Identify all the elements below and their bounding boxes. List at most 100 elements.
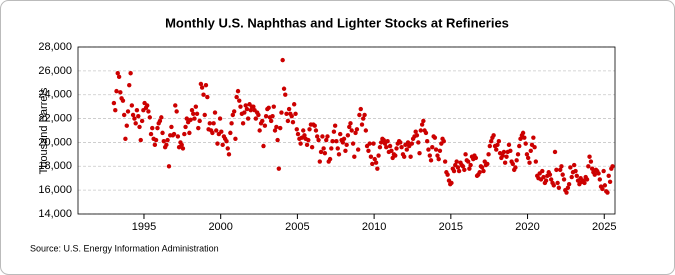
data-point	[136, 113, 141, 119]
data-point	[152, 142, 158, 148]
data-point	[320, 134, 325, 139]
data-point	[398, 140, 403, 145]
data-point	[413, 129, 418, 134]
data-point	[428, 158, 434, 163]
data-point	[574, 173, 579, 179]
data-point	[377, 145, 383, 150]
data-point	[589, 166, 595, 171]
data-point	[313, 128, 319, 133]
data-point	[556, 185, 562, 190]
data-point	[344, 142, 349, 148]
data-point	[587, 154, 592, 159]
data-point	[260, 118, 265, 124]
data-point	[111, 100, 117, 106]
data-point	[210, 130, 215, 136]
data-point	[157, 118, 163, 124]
data-point	[353, 130, 358, 136]
data-point	[338, 131, 343, 137]
data-point	[524, 152, 530, 157]
data-point	[548, 177, 554, 182]
data-point	[376, 153, 381, 158]
data-point	[257, 128, 262, 133]
data-point	[500, 153, 505, 158]
data-point	[418, 128, 423, 133]
data-point	[234, 94, 239, 100]
data-point	[155, 125, 160, 131]
data-point	[301, 128, 306, 133]
data-point	[487, 143, 493, 149]
data-point	[561, 177, 567, 182]
data-point	[229, 121, 234, 126]
data-point	[202, 112, 207, 118]
data-point	[347, 124, 352, 130]
data-point	[363, 128, 369, 133]
data-point	[430, 145, 435, 150]
data-point	[495, 142, 500, 148]
data-point	[266, 105, 271, 111]
data-point	[558, 167, 563, 173]
data-point	[349, 128, 354, 133]
data-point	[566, 181, 572, 187]
data-point	[314, 134, 320, 139]
data-point	[401, 154, 407, 159]
data-point	[304, 142, 310, 148]
data-point	[330, 139, 335, 144]
data-point	[445, 172, 450, 177]
y-tick-label: 28,000	[38, 41, 72, 53]
data-point	[251, 104, 256, 109]
y-axis-label: Thousand Barrels	[38, 87, 50, 174]
data-point	[230, 112, 236, 118]
data-point	[510, 161, 516, 167]
data-point	[442, 159, 448, 164]
data-point	[479, 165, 485, 170]
data-point	[425, 139, 430, 144]
data-point	[387, 143, 393, 149]
y-tick-label: 26,000	[38, 65, 72, 77]
data-point	[274, 124, 279, 130]
data-point	[272, 128, 278, 133]
data-point	[601, 168, 606, 174]
data-point	[408, 154, 413, 159]
data-point	[115, 71, 120, 76]
data-point	[125, 109, 131, 114]
data-point	[174, 109, 179, 114]
data-point	[134, 108, 140, 113]
data-point	[165, 137, 170, 143]
data-point	[426, 147, 431, 152]
data-point	[522, 135, 527, 140]
data-point	[285, 118, 291, 124]
data-point	[120, 98, 126, 103]
data-point	[485, 161, 490, 167]
data-point	[235, 88, 241, 94]
data-point	[187, 130, 192, 136]
data-point	[432, 135, 438, 140]
data-point	[133, 121, 138, 126]
data-point	[215, 141, 220, 146]
data-point	[284, 111, 289, 117]
data-point	[573, 168, 578, 174]
data-point	[496, 139, 502, 144]
data-point	[463, 152, 468, 157]
data-point	[244, 106, 250, 112]
data-point	[462, 167, 467, 173]
data-point	[153, 137, 159, 143]
data-point	[419, 122, 425, 127]
data-point	[293, 111, 298, 117]
data-point	[460, 164, 466, 169]
data-point	[417, 150, 422, 156]
data-point	[317, 159, 323, 164]
data-point	[138, 137, 143, 143]
data-point	[175, 134, 181, 139]
data-point	[371, 141, 376, 146]
data-point	[207, 121, 212, 126]
data-point	[324, 137, 329, 143]
data-point	[600, 186, 605, 192]
data-point	[355, 147, 361, 152]
data-point	[329, 146, 334, 151]
data-point	[161, 139, 166, 144]
data-point	[160, 130, 165, 136]
data-point	[268, 118, 274, 124]
data-point	[173, 103, 178, 108]
data-point	[393, 153, 398, 158]
data-point	[552, 149, 558, 155]
